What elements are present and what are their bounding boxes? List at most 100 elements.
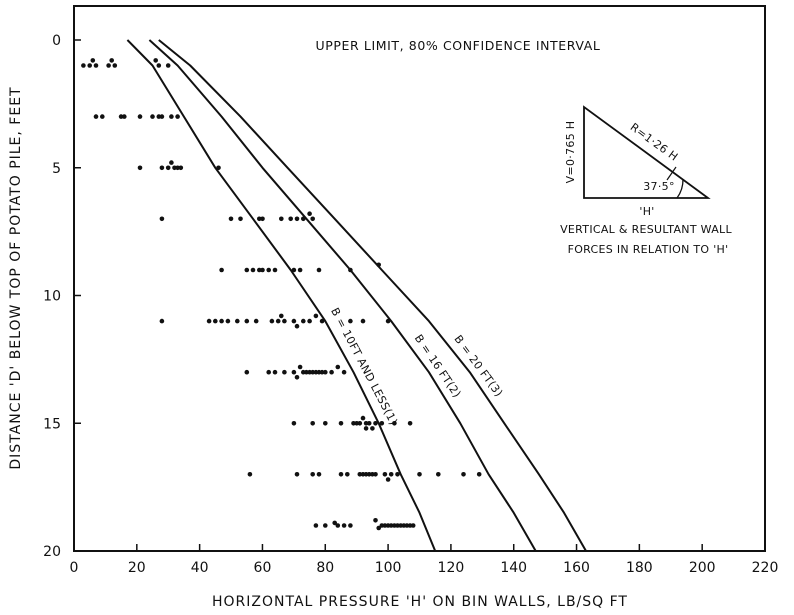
- data-point: [294, 323, 300, 329]
- data-point: [313, 523, 319, 528]
- data-point: [310, 216, 316, 222]
- data-point: [357, 472, 363, 477]
- x-tick-label: 180: [626, 560, 653, 576]
- data-point: [260, 267, 265, 273]
- data-point: [297, 364, 303, 370]
- x-tick-label: 20: [128, 560, 146, 576]
- inset-angle-arc: [676, 178, 684, 199]
- data-point: [376, 262, 382, 268]
- data-point: [376, 525, 382, 531]
- data-point: [382, 472, 388, 477]
- data-point: [379, 421, 385, 426]
- data-point: [260, 216, 265, 222]
- data-point: [360, 415, 366, 421]
- data-point: [175, 114, 180, 119]
- data-point: [461, 472, 466, 477]
- data-point: [275, 318, 281, 324]
- data-point: [310, 369, 316, 375]
- data-point: [310, 472, 316, 477]
- data-point: [323, 421, 328, 426]
- data-point: [291, 369, 297, 375]
- data-point: [323, 369, 328, 375]
- x-axis-ticks: 0 20 40 60 80 100 120 140 160 180 200 220: [70, 544, 779, 576]
- data-point: [348, 523, 353, 528]
- x-tick-label: 60: [254, 560, 272, 576]
- data-point: [294, 375, 300, 380]
- data-point: [156, 63, 162, 68]
- data-point: [307, 318, 312, 324]
- inset-triangle: [583, 105, 711, 199]
- chart-annotation-title: UPPER LIMIT, 80% CONFIDENCE INTERVAL: [316, 38, 601, 53]
- data-point: [238, 216, 243, 222]
- data-point: [266, 267, 272, 273]
- curve-1: [126, 39, 437, 552]
- plot-frame: [73, 5, 766, 552]
- data-point: [304, 369, 309, 375]
- data-point: [279, 216, 284, 222]
- data-point: [228, 216, 234, 222]
- data-point: [235, 318, 240, 324]
- data-point: [159, 165, 165, 171]
- curves-group: B = 10FT AND LESS(1) B = 16 FT(2)B = 20 F…: [126, 39, 587, 552]
- data-point: [395, 523, 400, 528]
- data-point: [159, 318, 165, 324]
- data-point: [410, 523, 416, 528]
- y-tick-label: 20: [43, 544, 61, 560]
- data-point: [366, 421, 372, 426]
- data-point: [301, 318, 306, 324]
- x-tick-label: 140: [500, 560, 527, 576]
- data-point: [213, 318, 218, 324]
- data-point: [257, 267, 262, 273]
- data-point: [301, 216, 306, 222]
- inset-diagram: R=1·26 H V=0·765 H 37·5° 'H' VERTICAL & …: [560, 105, 732, 256]
- data-point: [169, 160, 174, 165]
- data-point: [250, 267, 256, 273]
- data-point: [332, 520, 338, 526]
- data-point: [307, 211, 312, 216]
- x-tick-label: 160: [563, 560, 590, 576]
- data-point: [159, 114, 165, 119]
- y-tick-label: 10: [43, 289, 61, 305]
- data-point: [244, 369, 250, 375]
- inset-angle-pointer: [666, 166, 677, 181]
- data-point: [165, 165, 171, 171]
- data-point: [310, 421, 316, 426]
- data-point: [385, 318, 391, 324]
- data-point: [137, 165, 143, 171]
- inset-caption-line1: VERTICAL & RESULTANT WALL: [560, 223, 732, 236]
- data-point: [247, 472, 253, 477]
- data-point: [370, 426, 375, 431]
- data-point: [335, 364, 341, 370]
- curve-3: [158, 39, 587, 552]
- data-point: [341, 369, 347, 375]
- x-tick-label: 200: [689, 560, 716, 576]
- data-point: [319, 369, 325, 375]
- data-point: [87, 63, 92, 68]
- data-point: [345, 472, 350, 477]
- data-point: [388, 472, 394, 477]
- x-tick-label: 220: [752, 560, 779, 576]
- data-point: [373, 518, 378, 523]
- inset-label-r: R=1·26 H: [628, 121, 681, 164]
- curve-2: [148, 39, 537, 552]
- data-point: [291, 421, 297, 426]
- data-point: [93, 63, 99, 68]
- data-point: [417, 472, 422, 477]
- data-point: [341, 523, 347, 528]
- data-point: [90, 58, 96, 63]
- x-tick-label: 100: [375, 560, 402, 576]
- data-point: [288, 216, 294, 222]
- data-point: [269, 318, 275, 324]
- data-point: [329, 369, 334, 375]
- data-point: [476, 472, 482, 477]
- data-point: [360, 318, 366, 324]
- data-point: [319, 318, 325, 324]
- data-point: [100, 114, 105, 119]
- data-point: [407, 421, 413, 426]
- data-point: [118, 114, 124, 119]
- data-point: [388, 523, 394, 528]
- data-point: [436, 472, 441, 477]
- inset-label-angle: 37·5°: [643, 180, 675, 193]
- data-point: [316, 267, 322, 273]
- data-point: [244, 267, 250, 273]
